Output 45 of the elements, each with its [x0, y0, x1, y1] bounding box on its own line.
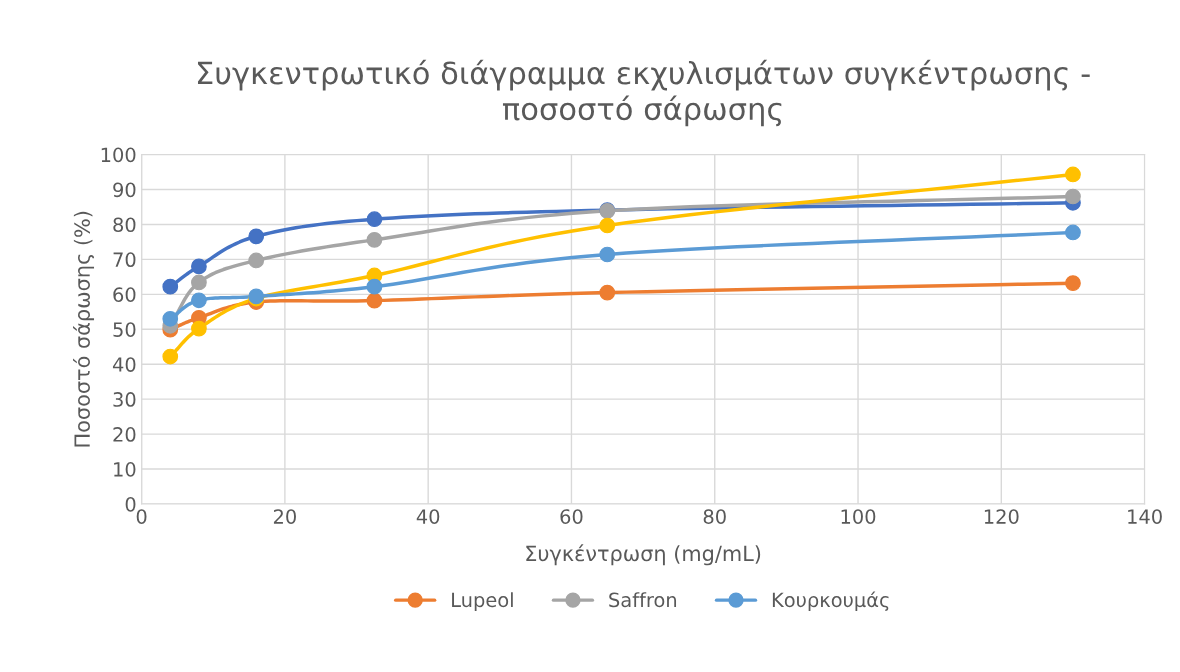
y-tick-label: 20	[113, 427, 136, 442]
point	[366, 278, 383, 295]
y-tick-label: 40	[112, 357, 136, 372]
x-tick-label: 120	[984, 509, 1019, 524]
point	[248, 252, 265, 269]
point	[162, 278, 179, 295]
legend-label: Κουρκουμάς	[772, 591, 889, 612]
point	[162, 310, 179, 327]
y-tick-label: 50	[113, 322, 136, 337]
point	[599, 217, 616, 234]
point	[1065, 224, 1081, 241]
point	[1065, 166, 1081, 183]
x-tick-label: 40	[416, 509, 440, 524]
chart-title: Συγκεντρωτικό διάγραμμα εκχυλισμάτων συγκέντρωσης - ποσοστό σάρωσης	[197, 59, 1090, 127]
point	[366, 211, 383, 228]
x-axis-title: Συγκέντρωση (mg/mL)	[526, 544, 761, 566]
x-tick-label: 140	[1128, 509, 1162, 524]
x-tick-label: 0	[136, 509, 147, 524]
point	[1065, 275, 1081, 292]
point	[191, 292, 207, 309]
point	[248, 228, 265, 245]
y-tick-label: 100	[101, 147, 136, 163]
y-tick-label: 10	[114, 462, 136, 477]
point	[191, 258, 207, 275]
y-tick-label: 0	[125, 496, 136, 512]
y-tick-label: 80	[113, 217, 136, 233]
x-tick-label: 20	[273, 509, 296, 524]
point	[191, 274, 207, 291]
legend-label: Saffron	[609, 592, 677, 608]
y-tick-label: 90	[113, 182, 136, 198]
point	[599, 246, 616, 263]
point	[366, 231, 383, 248]
x-tick-label: 80	[703, 509, 726, 524]
legend-label: Lupeol	[452, 592, 513, 611]
y-axis-title: Ποσοστό σάρωσης (%)	[73, 211, 95, 447]
point	[599, 284, 616, 301]
point	[162, 348, 179, 365]
x-tick-label: 60	[560, 509, 583, 524]
point	[191, 320, 207, 337]
point	[366, 292, 383, 309]
y-tick-label: 60	[113, 287, 136, 302]
y-tick-label: 30	[113, 392, 136, 407]
x-tick-label: 100	[841, 509, 876, 524]
point	[1065, 188, 1081, 205]
y-tick-label: 70	[113, 252, 136, 268]
